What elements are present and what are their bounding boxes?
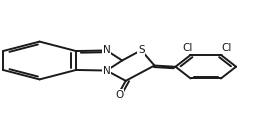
Text: N: N bbox=[103, 45, 110, 55]
Text: S: S bbox=[138, 45, 144, 55]
Text: Cl: Cl bbox=[183, 43, 193, 53]
Text: Cl: Cl bbox=[221, 43, 231, 53]
Text: N: N bbox=[103, 66, 110, 76]
Text: O: O bbox=[115, 90, 123, 100]
